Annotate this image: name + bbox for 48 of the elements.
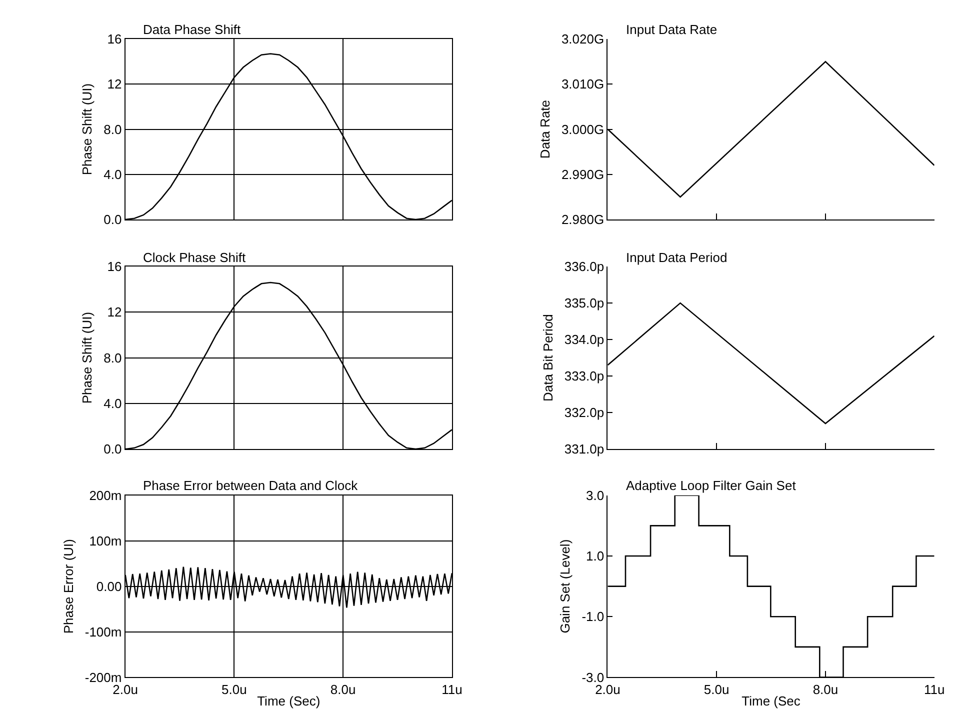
y-tick-label: 4.0 [104,396,122,411]
y-tick-label: -1.0 [582,609,604,624]
y-tick-label: 336.0p [564,259,604,274]
y-tick-label: 100m [89,533,122,548]
chart-title: Input Data Rate [626,22,718,37]
y-tick-label: 332.0p [564,405,604,420]
y-tick-label: 3.020G [561,32,604,47]
y-tick-label: 334.0p [564,332,604,348]
y-tick-label: 2.980G [561,212,604,228]
x-tick-label: 5.0u [704,682,730,697]
y-tick-label: 0.00 [96,578,122,594]
chart-title: Phase Error between Data and Clock [143,478,358,493]
y-tick-label: 8.0 [104,122,122,137]
y-tick-label: 200m [89,488,122,503]
y-tick-label: 333.0p [564,368,604,384]
y-tick-label: -100m [84,624,122,640]
y-tick-label: 0.0 [104,442,122,457]
y-tick-label: 16 [107,32,122,47]
y-tick-label: 3.000G [561,122,604,137]
chart-title: Clock Phase Shift [143,250,246,265]
x-tick-label: 5.0u [222,682,247,697]
y-tick-label: 8.0 [104,350,122,366]
y-axis-title: Phase Shift (UI) [80,83,95,176]
x-tick-label: 8.0u [812,682,838,697]
y-axis-title: Phase Error (UI) [60,538,76,634]
y-tick-label: 3.010G [561,76,604,92]
x-tick-label: 8.0u [330,682,356,697]
x-tick-label: 11u [442,682,462,697]
y-tick-label: 3.0 [586,488,604,503]
y-tick-label: 4.0 [104,166,122,182]
y-tick-label: 0.0 [104,212,122,228]
y-axis-title: Gain Set (Level) [558,539,573,634]
x-tick-label: 11u [924,682,945,697]
y-axis-title: Phase Shift (UI) [80,312,95,404]
y-tick-label: 331.0p [564,442,604,457]
y-tick-label: 335.0p [564,296,604,311]
x-axis-title: Time (Sec [742,693,801,708]
x-axis-title: Time (Sec) [257,693,320,708]
chart-title: Data Phase Shift [143,22,241,37]
y-tick-label: 12 [107,304,122,320]
y-axis-title: Data Rate [537,100,552,159]
y-tick-label: 16 [107,259,122,274]
y-tick-label: 1.0 [586,548,604,564]
chart-title: Adaptive Loop Filter Gain Set [626,478,796,493]
y-axis-title: Data Bit Period [540,314,556,402]
y-tick-label: 2.990G [561,166,604,182]
chart-title: Input Data Period [626,250,728,265]
y-tick-label: 12 [107,76,122,92]
